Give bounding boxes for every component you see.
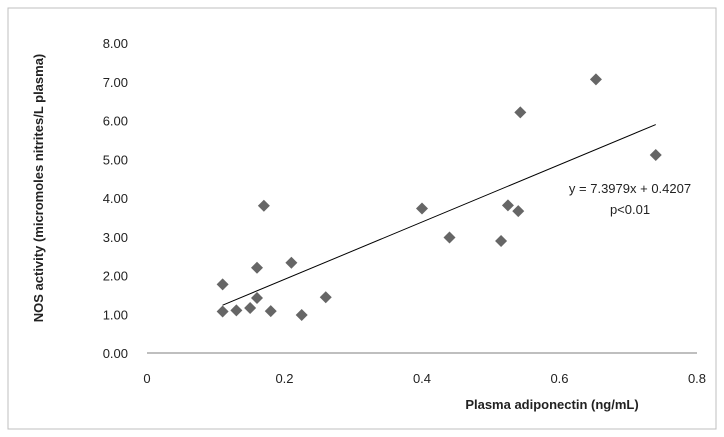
x-tick-label: 0.8 [688,371,706,386]
data-point [251,261,263,274]
y-tick-label: 3.00 [103,230,128,245]
data-point [512,205,525,218]
y-axis-ticks: 0.00 1.00 2.00 3.00 4.00 5.00 6.00 7.00 8.00 [103,36,128,361]
data-point [319,291,332,304]
y-tick-label: 8.00 [103,36,128,51]
data-point [416,202,428,215]
y-tick-label: 0.00 [103,346,128,361]
data-point [257,199,270,212]
data-point [649,148,662,161]
chart-frame [7,7,717,430]
data-point [495,235,508,248]
data-point [251,291,263,304]
data-point [264,305,277,318]
data-point [216,278,229,291]
trendline-equation-label: y = 7.3979x + 0.4207 [569,181,691,196]
y-tick-label: 2.00 [103,269,128,284]
p-value-label: p<0.01 [610,202,650,217]
y-tick-label: 5.00 [103,152,128,167]
y-tick-label: 6.00 [103,114,128,129]
x-tick-label: 0.6 [550,371,568,386]
data-point [501,199,514,212]
data-point [589,73,602,86]
data-point [285,256,298,269]
x-tick-label: 0 [143,371,150,386]
data-point [295,309,308,322]
y-tick-label: 1.00 [103,307,128,322]
x-tick-label: 0.2 [275,371,293,386]
data-point [244,302,257,315]
x-axis-ticks: 0 0.2 0.4 0.6 0.8 [143,371,706,386]
data-point [514,106,527,119]
data-point [443,231,456,244]
y-tick-label: 7.00 [103,75,128,90]
x-axis-title: Plasma adiponectin (ng/mL) [465,397,638,412]
y-axis-title: NOS activity (micromoles nitrites/L plas… [31,54,46,323]
x-tick-label: 0.4 [413,371,431,386]
data-points [216,73,662,322]
trendline [222,124,656,306]
y-tick-label: 4.00 [103,191,128,206]
data-point [216,305,229,318]
data-point [230,304,243,317]
